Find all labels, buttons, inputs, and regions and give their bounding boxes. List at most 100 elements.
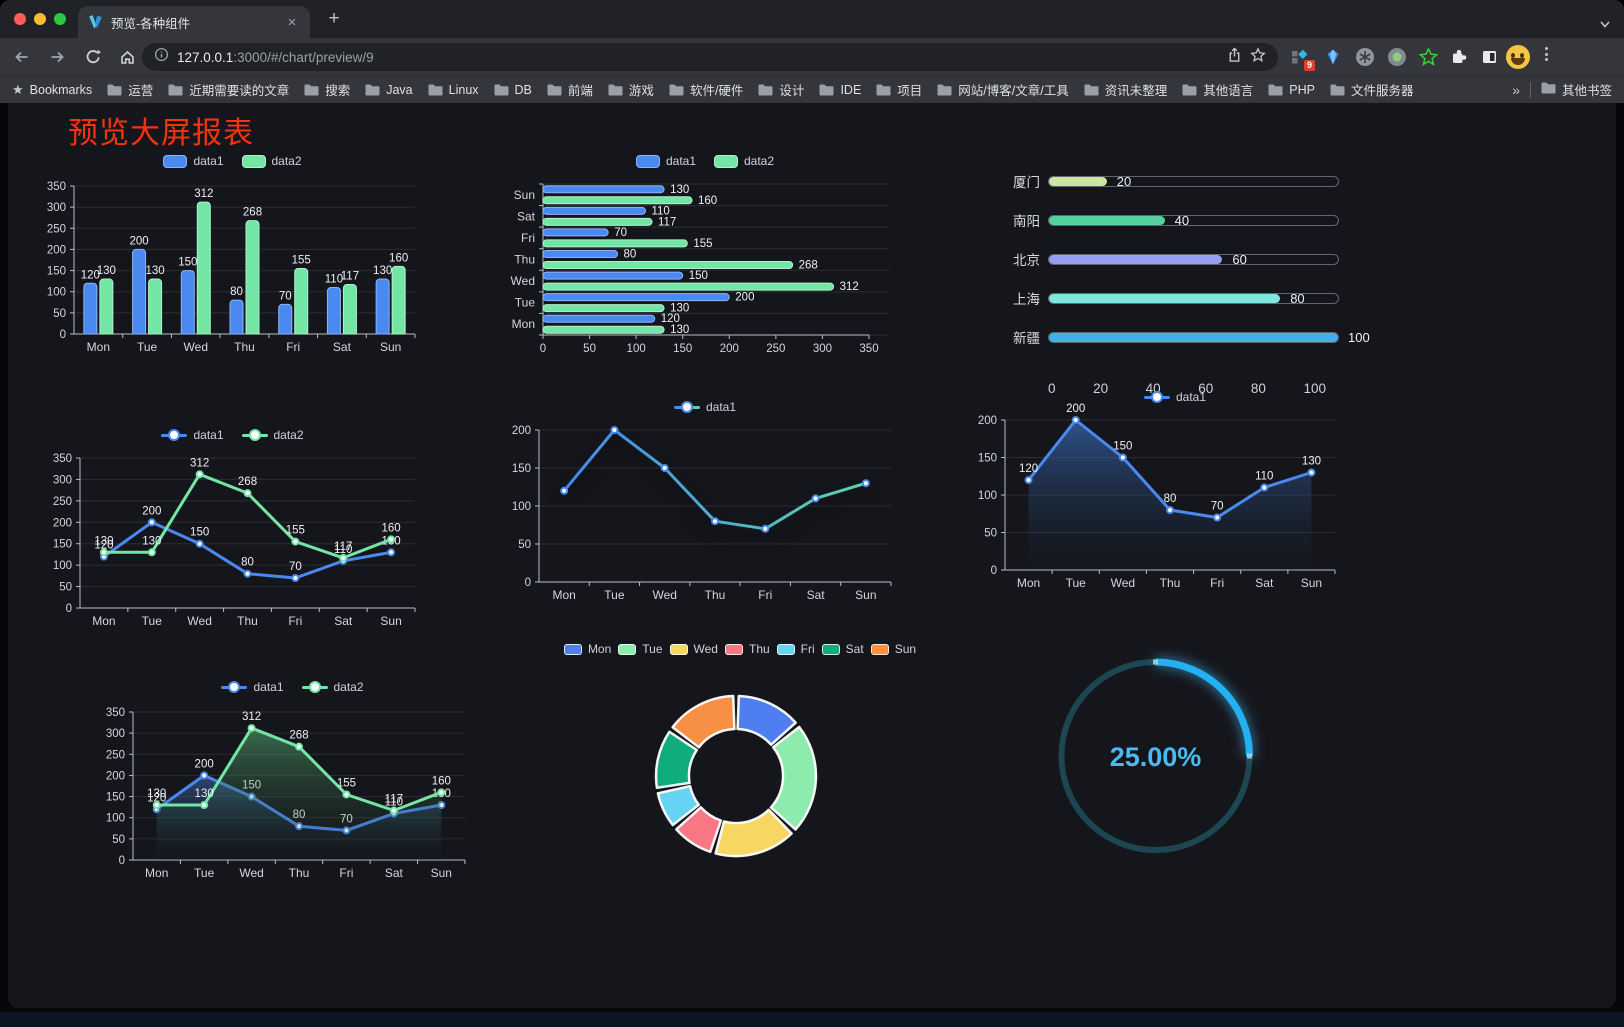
new-tab-button[interactable]: + [328, 8, 340, 29]
svg-text:150: 150 [190, 527, 209, 539]
star-icon: ★ [12, 81, 24, 97]
bookmark-folder-item[interactable]: 网站/博客/文章/工具 [937, 80, 1069, 99]
svg-text:Fri: Fri [1210, 576, 1224, 590]
extension-proxy-icon[interactable] [1354, 46, 1376, 68]
progress-fill [1049, 215, 1165, 225]
legend-item[interactable]: data2 [301, 680, 364, 694]
tab-search-chevron-icon[interactable] [1600, 15, 1610, 33]
donut-chart: Mon Tue Wed Thu Fri Sat Sun [545, 638, 935, 888]
chart-legend[interactable]: Mon Tue Wed Thu Fri Sat Sun [545, 638, 935, 660]
progress-label: 北京 [1013, 253, 1040, 268]
bookmark-folder-item[interactable]: IDE [819, 83, 861, 97]
svg-text:268: 268 [243, 207, 262, 219]
bookmark-folder-item[interactable]: 软件/硬件 [669, 80, 743, 99]
chart-legend[interactable]: data1 [505, 396, 905, 418]
gauge-chart-svg: 25.00% [1058, 658, 1253, 854]
back-icon[interactable] [12, 48, 30, 66]
bookmarks-overflow-chevron[interactable]: » [1512, 81, 1520, 98]
svg-text:300: 300 [47, 202, 66, 214]
bookmark-folder-item[interactable]: 近期需要读的文章 [168, 80, 289, 99]
progress-value: 80 [1290, 290, 1305, 306]
extension-gem-icon[interactable] [1322, 46, 1344, 68]
svg-text:100: 100 [53, 560, 72, 572]
svg-text:200: 200 [195, 758, 214, 770]
svg-text:160: 160 [389, 252, 408, 264]
legend-item[interactable]: data1 [635, 154, 696, 168]
progress-track: 40 [1048, 213, 1339, 228]
bookmark-folder-item[interactable]: 搜索 [304, 80, 350, 99]
profile-avatar[interactable] [1506, 45, 1530, 69]
extension-star-icon[interactable] [1417, 46, 1439, 68]
legend-item[interactable]: data2 [714, 154, 774, 168]
svg-text:Sun: Sun [855, 588, 876, 602]
bookmark-folder-item[interactable]: 其他语言 [1182, 80, 1253, 99]
extension-badge: 9 [1303, 60, 1315, 71]
chart-legend[interactable]: data1 [960, 386, 1390, 408]
svg-text:Mon: Mon [552, 588, 575, 602]
legend-item[interactable]: Mon [563, 642, 611, 656]
chart-legend[interactable]: data1 data2 [505, 150, 905, 172]
legend-item[interactable]: data2 [241, 428, 304, 442]
home-icon[interactable] [118, 48, 136, 66]
svg-text:Sat: Sat [807, 588, 826, 602]
chart-legend[interactable]: data1 data2 [40, 424, 425, 446]
progress-label: 厦门 [1013, 175, 1040, 190]
legend-item[interactable]: Thu [724, 642, 770, 656]
bookmark-folder-item[interactable]: Java [365, 83, 413, 97]
svg-text:130: 130 [670, 324, 689, 336]
legend-item[interactable]: data1 [221, 680, 284, 694]
browser-tab[interactable]: 预览-各种组件 × [78, 6, 310, 38]
svg-text:268: 268 [238, 476, 257, 488]
legend-item[interactable]: Tue [618, 642, 663, 656]
bookmark-folder-item[interactable]: DB [494, 83, 532, 97]
bookmark-folder-item[interactable]: PHP [1268, 83, 1315, 97]
bookmark-folder-item[interactable]: 设计 [758, 80, 804, 99]
svg-text:160: 160 [432, 775, 451, 787]
svg-text:Sun: Sun [514, 188, 535, 202]
legend-item[interactable]: data1 [163, 154, 224, 168]
bookmark-folder-item[interactable]: 文件服务器 [1330, 80, 1413, 99]
legend-item[interactable]: data1 [161, 428, 224, 442]
reload-icon[interactable] [84, 48, 102, 66]
browser-menu-icon[interactable] [1544, 47, 1548, 61]
forward-icon[interactable] [48, 48, 66, 66]
bookmark-folder-item[interactable]: 资讯未整理 [1084, 80, 1167, 99]
address-bar[interactable]: 127.0.0.1:3000/#/chart/preview/9 [142, 43, 1278, 71]
legend-item[interactable]: data1 [673, 400, 736, 414]
share-icon[interactable] [1227, 46, 1242, 68]
site-info-icon[interactable] [154, 47, 169, 67]
svg-text:100: 100 [627, 343, 646, 355]
other-bookmarks[interactable]: 其他书签 [1541, 80, 1612, 99]
legend-item[interactable]: Fri [776, 642, 815, 656]
maximize-window-button[interactable] [54, 13, 66, 25]
svg-text:Sun: Sun [380, 614, 401, 628]
bookmark-folder-item[interactable]: Linux [428, 83, 479, 97]
chart-legend[interactable]: data1 data2 [40, 150, 425, 172]
legend-item[interactable]: Sat [821, 642, 864, 656]
svg-text:250: 250 [766, 343, 785, 355]
tab-close-icon[interactable]: × [287, 13, 297, 31]
svg-text:110: 110 [385, 796, 403, 808]
page-content: 预览大屏报表 data1 data2 0 50 100 150 200 250 300 350 M… [0, 103, 1624, 1027]
legend-item[interactable]: data2 [241, 154, 302, 168]
chart-legend[interactable]: data1 data2 [100, 676, 485, 698]
bookmark-folder-item[interactable]: 前端 [547, 80, 593, 99]
legend-item[interactable]: Sun [870, 642, 916, 656]
svg-text:200: 200 [106, 770, 125, 782]
extension-dot-icon[interactable] [1386, 46, 1408, 68]
close-window-button[interactable] [14, 13, 26, 25]
extensions-puzzle-icon[interactable] [1448, 46, 1470, 68]
svg-text:80: 80 [624, 249, 637, 261]
legend-item[interactable]: data1 [1143, 390, 1206, 404]
extension-squares-icon[interactable]: 9 [1288, 46, 1315, 71]
svg-text:160: 160 [381, 522, 400, 534]
bookmark-folder-item[interactable]: 项目 [876, 80, 922, 99]
bookmark-folder-item[interactable]: 游戏 [608, 80, 654, 99]
bookmark-folder-item[interactable]: 运营 [107, 80, 153, 99]
progress-row: 新疆 100 [960, 328, 1390, 347]
minimize-window-button[interactable] [34, 13, 46, 25]
bookmark-star-icon[interactable] [1250, 46, 1266, 68]
dark-mode-extension-icon[interactable] [1478, 46, 1500, 68]
legend-item[interactable]: Wed [669, 642, 718, 656]
bookmarks-root[interactable]: ★ Bookmarks [12, 81, 93, 97]
